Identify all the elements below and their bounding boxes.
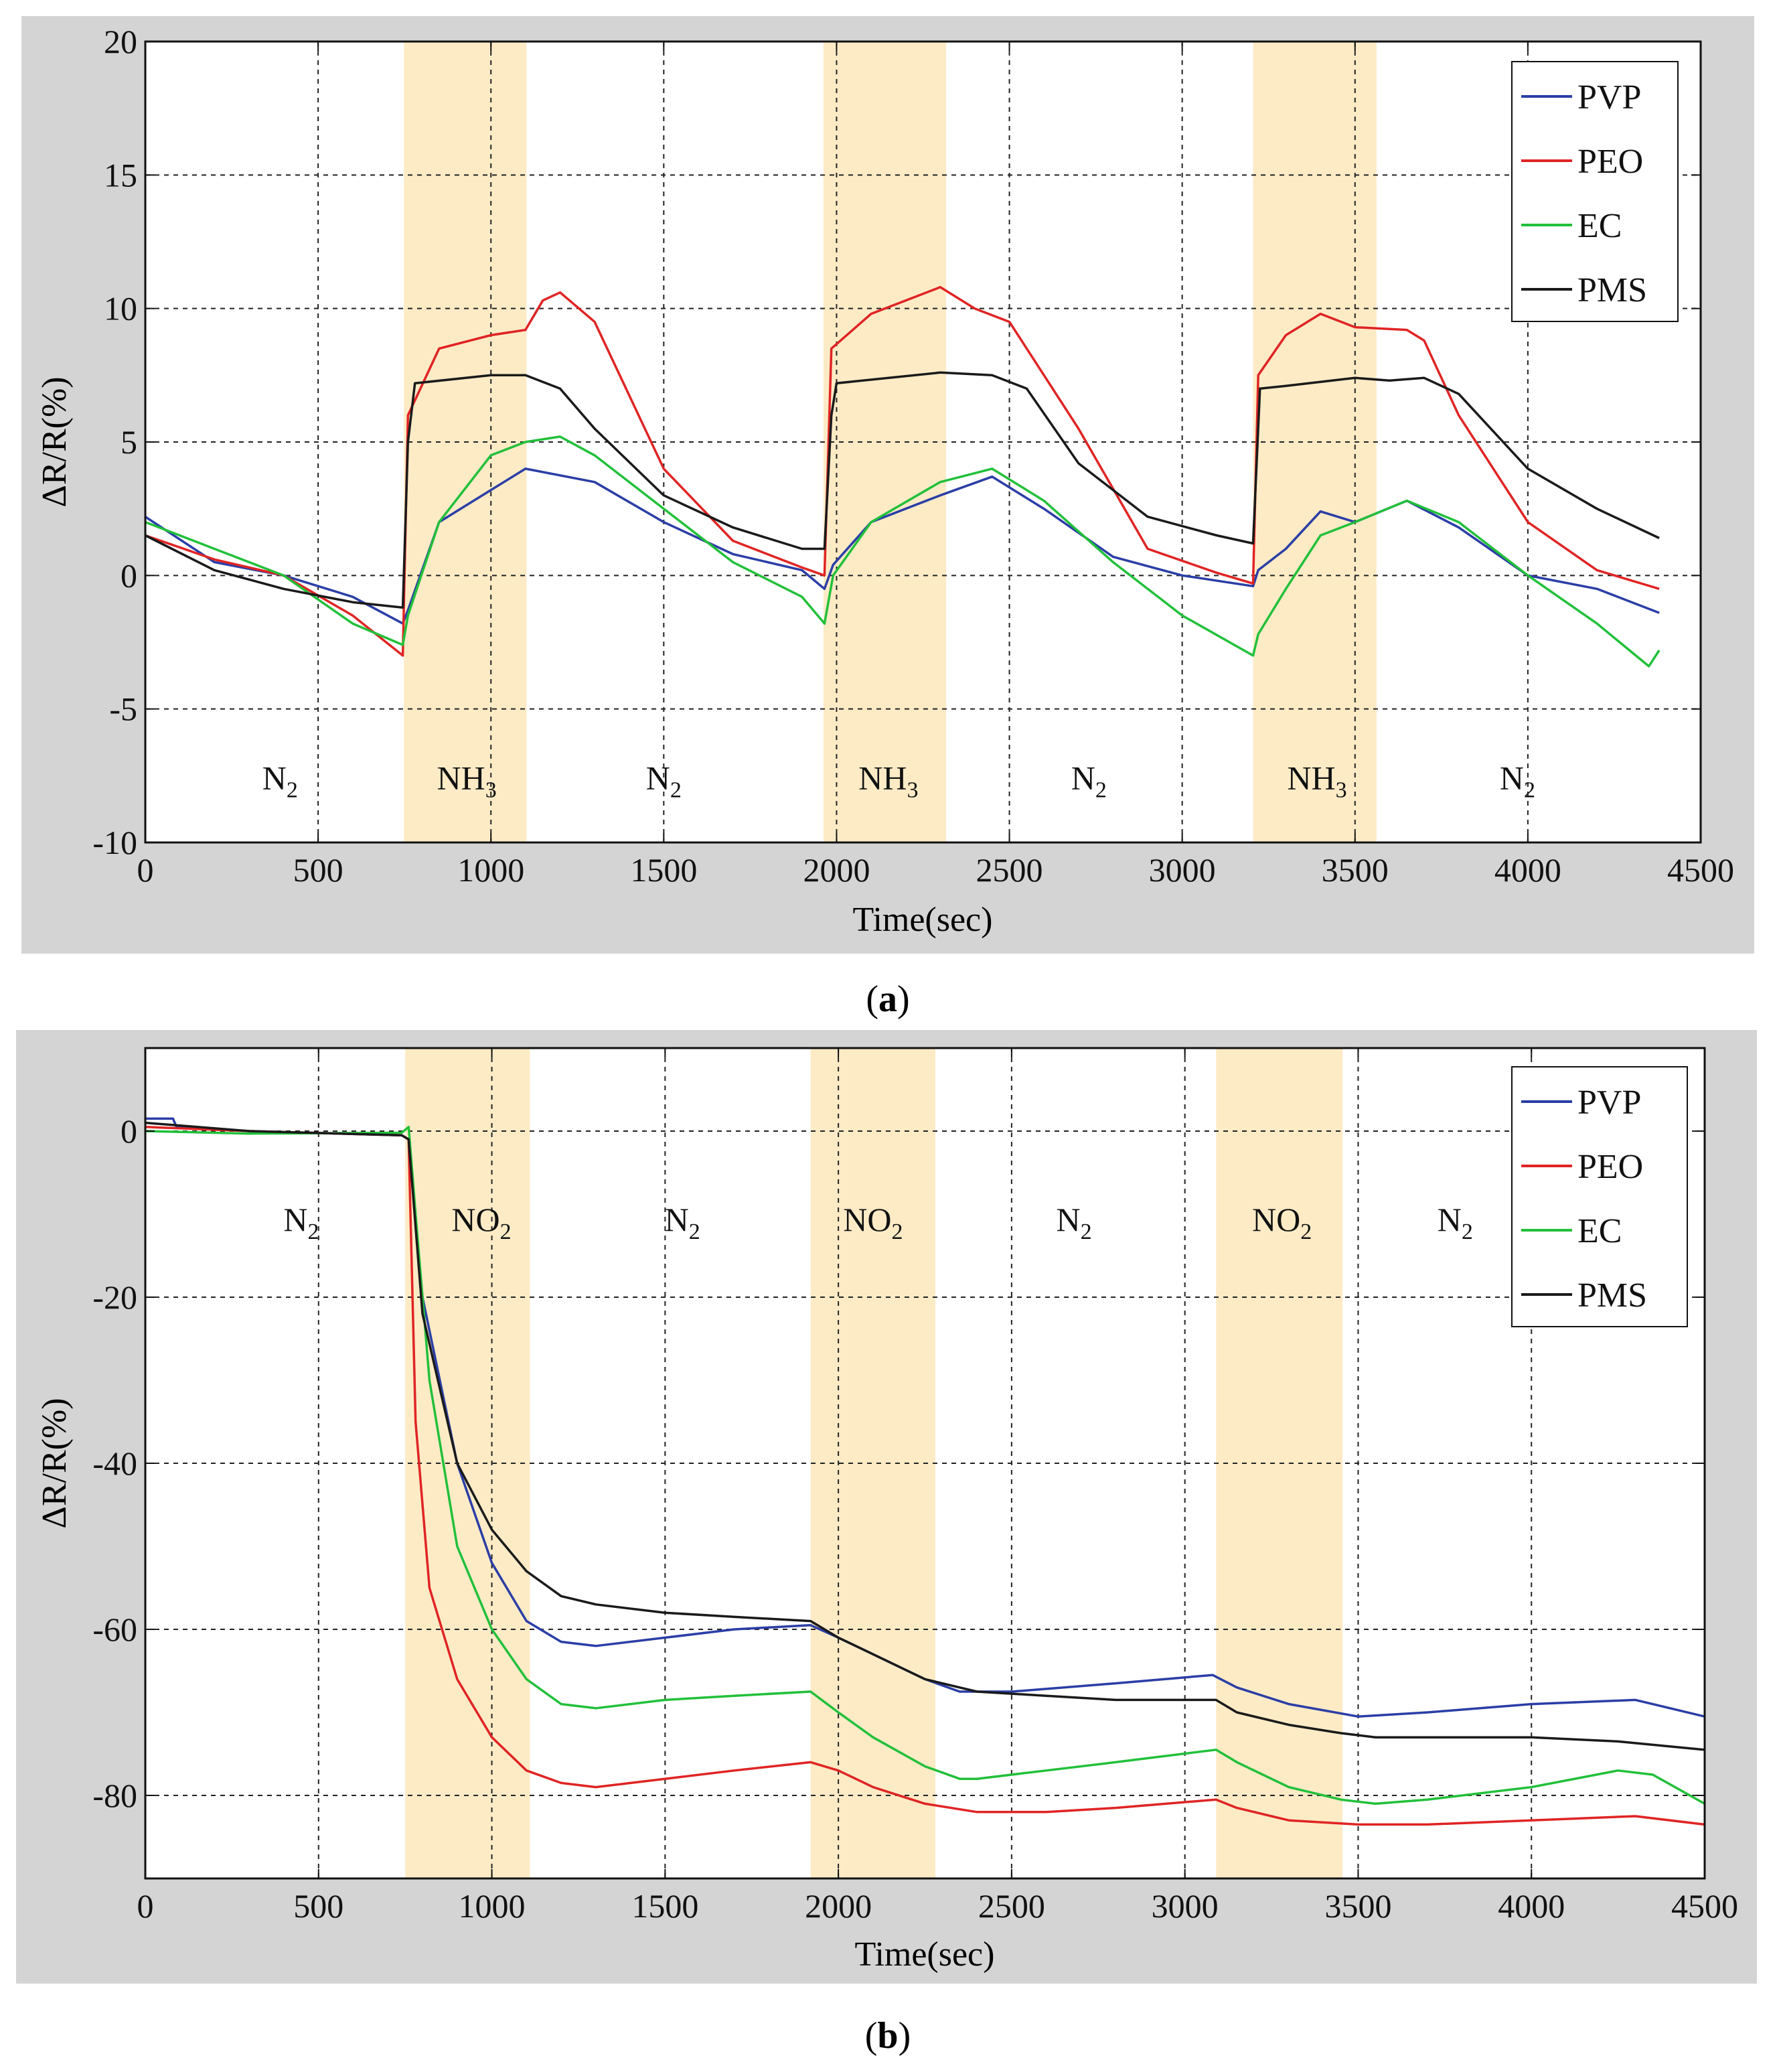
chart-b-y-tick-label: -60 <box>92 1611 137 1648</box>
chart-b-legend-label-ec: EC <box>1577 1212 1622 1250</box>
panel-b-caption: (b) <box>865 2015 911 2057</box>
chart-a-y-tick-label: 15 <box>104 156 137 194</box>
chart-b-region-label-6: NO2 <box>1252 1201 1312 1244</box>
chart-a-x-tick-label: 0 <box>137 851 154 889</box>
chart-b-x-tick-label: 1000 <box>459 1887 526 1925</box>
chart-a-y-tick-label: 0 <box>121 557 137 594</box>
chart-b-y-tick-label: -80 <box>92 1777 137 1814</box>
chart-b-y-axis-label: ΔR/R(%) <box>35 1398 74 1528</box>
chart-a-legend-label-pms: PMS <box>1577 271 1647 309</box>
chart-b-series-pms <box>145 1121 1705 1751</box>
chart-a-legend-box <box>1511 61 1679 322</box>
chart-b-region-label-7: N2 <box>1438 1201 1473 1244</box>
chart-a-x-tick-label: 3500 <box>1322 851 1389 889</box>
chart-b-x-tick-label: 4000 <box>1498 1887 1565 1925</box>
panel-a-caption: (a) <box>866 978 909 1020</box>
chart-a-x-tick-label: 4500 <box>1667 851 1734 889</box>
chart-b-legend-label-pvp: PVP <box>1577 1084 1641 1122</box>
chart-a-x-tick-label: 500 <box>293 851 343 889</box>
chart-a-region-label-4: NH3 <box>858 759 918 802</box>
chart-b-x-tick-label: 2000 <box>805 1887 872 1925</box>
chart-a-y-tick-label: 10 <box>104 290 137 327</box>
chart-b-region-label-4: NO2 <box>843 1201 903 1244</box>
chart-b-x-tick-label: 4500 <box>1671 1887 1738 1925</box>
chart-b-x-tick-label: 500 <box>293 1887 343 1925</box>
chart-a-x-tick-label: 2500 <box>976 851 1043 889</box>
chart-a-legend-label-ec: EC <box>1577 207 1622 245</box>
chart-a-x-tick-label: 2000 <box>803 851 870 889</box>
chart-a-region-label-2: NH3 <box>437 759 496 802</box>
chart-a-series-ec <box>145 435 1660 668</box>
chart-a-series-peo <box>145 286 1660 657</box>
chart-a-series-pms <box>145 371 1660 609</box>
chart-b-y-tick-label: 0 <box>121 1112 137 1150</box>
chart-b-series-ec <box>145 1126 1705 1805</box>
chart-b-y-tick-label: -40 <box>92 1445 137 1482</box>
chart-a-x-axis-label: Time(sec) <box>853 901 993 939</box>
chart-a-region-label-3: N2 <box>646 759 682 802</box>
chart-a-x-tick-label: 1500 <box>630 851 697 889</box>
chart-panel-b: N2 NO2 N2 NO2 N2 NO2 N2 0 500 1000 1500 2000 2500 30… <box>16 1030 1757 1984</box>
chart-b-x-tick-label: 0 <box>137 1887 154 1925</box>
chart-a-x-tick-label: 4000 <box>1494 851 1561 889</box>
chart-a-region-label-7: N2 <box>1500 759 1535 802</box>
chart-a-y-tick-label: -5 <box>109 690 137 728</box>
chart-a-region-label-1: N2 <box>262 759 298 802</box>
chart-b-x-tick-label: 3500 <box>1324 1887 1391 1925</box>
chart-a-x-tick-label: 3000 <box>1149 851 1216 889</box>
chart-a-y-axis-label: ΔR/R(%) <box>35 376 74 507</box>
chart-a-legend-label-pvp: PVP <box>1577 78 1641 117</box>
chart-b-x-tick-label: 2500 <box>978 1887 1045 1925</box>
chart-a-y-tick-label: 20 <box>104 23 137 60</box>
chart-b-y-tick-label: -20 <box>92 1278 137 1316</box>
chart-b-legend-label-peo: PEO <box>1577 1148 1643 1186</box>
chart-a-y-tick-label: -10 <box>92 824 137 861</box>
chart-b-x-axis-label: Time(sec) <box>855 1935 995 1974</box>
chart-a-x-tick-label: 1000 <box>457 851 524 889</box>
chart-b-x-tick-label: 3000 <box>1152 1887 1219 1925</box>
chart-a-legend-label-peo: PEO <box>1577 143 1643 181</box>
chart-b-region-label-5: N2 <box>1056 1201 1091 1244</box>
chart-b-series-peo <box>145 1126 1705 1826</box>
chart-a-region-label-5: N2 <box>1071 759 1107 802</box>
chart-a-region-label-6: NH3 <box>1287 759 1346 802</box>
chart-b-region-label-1: N2 <box>283 1201 319 1244</box>
chart-panel-a: N2 NH3 N2 NH3 N2 NH3 N2 0 500 1000 1500 2000 2500 30… <box>21 16 1754 954</box>
chart-b-legend-box <box>1511 1066 1688 1327</box>
chart-b-x-tick-label: 1500 <box>631 1887 698 1925</box>
chart-a-y-tick-label: 5 <box>121 423 137 461</box>
chart-b-region-label-2: NO2 <box>451 1201 511 1244</box>
chart-b-region-label-3: N2 <box>665 1201 700 1244</box>
chart-b-legend-label-pms: PMS <box>1577 1276 1647 1315</box>
